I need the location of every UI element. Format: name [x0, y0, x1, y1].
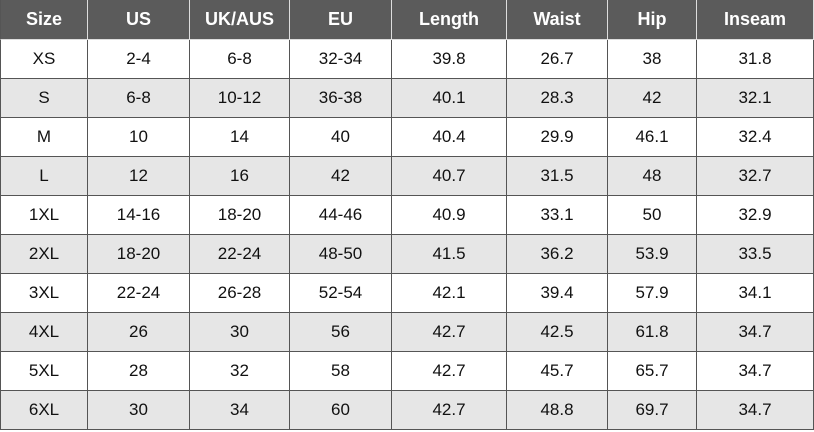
table-cell: 32.4 — [697, 118, 814, 157]
header-cell: Size — [0, 0, 88, 40]
header-cell: Length — [392, 0, 507, 40]
table-cell: 5XL — [0, 352, 88, 391]
table-cell: 2-4 — [88, 40, 190, 79]
table-cell: 39.4 — [507, 274, 608, 313]
table-cell: 33.1 — [507, 196, 608, 235]
table-cell: 34.7 — [697, 352, 814, 391]
header-cell: UK/AUS — [190, 0, 290, 40]
table-cell: 40.9 — [392, 196, 507, 235]
table-cell: 46.1 — [608, 118, 697, 157]
table-cell: XS — [0, 40, 88, 79]
table-cell: 34.7 — [697, 313, 814, 352]
table-cell: 22-24 — [88, 274, 190, 313]
table-cell: 30 — [190, 313, 290, 352]
table-cell: 38 — [608, 40, 697, 79]
table-cell: 61.8 — [608, 313, 697, 352]
table-cell: 1XL — [0, 196, 88, 235]
table-cell: L — [0, 157, 88, 196]
table-cell: 6XL — [0, 391, 88, 430]
table-cell: 34 — [190, 391, 290, 430]
table-cell: 32 — [190, 352, 290, 391]
table-cell: 22-24 — [190, 235, 290, 274]
table-cell: 39.8 — [392, 40, 507, 79]
table-cell: 42.7 — [392, 352, 507, 391]
table-cell: 18-20 — [88, 235, 190, 274]
table-cell: 42.1 — [392, 274, 507, 313]
header-cell: EU — [290, 0, 392, 40]
table-cell: 40 — [290, 118, 392, 157]
table-cell: 40.4 — [392, 118, 507, 157]
table-cell: 32.1 — [697, 79, 814, 118]
table-cell: 42 — [290, 157, 392, 196]
table-cell: 2XL — [0, 235, 88, 274]
table-cell: 10-12 — [190, 79, 290, 118]
table-cell: 44-46 — [290, 196, 392, 235]
table-cell: 6-8 — [88, 79, 190, 118]
table-cell: 30 — [88, 391, 190, 430]
table-cell: 26 — [88, 313, 190, 352]
table-cell: 33.5 — [697, 235, 814, 274]
table-cell: 41.5 — [392, 235, 507, 274]
table-cell: 69.7 — [608, 391, 697, 430]
table-cell: 36-38 — [290, 79, 392, 118]
table-cell: 42.7 — [392, 313, 507, 352]
table-cell: 32.7 — [697, 157, 814, 196]
table-cell: 40.7 — [392, 157, 507, 196]
table-cell: 48.8 — [507, 391, 608, 430]
table-cell: 14-16 — [88, 196, 190, 235]
table-cell: M — [0, 118, 88, 157]
table-cell: 42.7 — [392, 391, 507, 430]
table-cell: 57.9 — [608, 274, 697, 313]
table-cell: 52-54 — [290, 274, 392, 313]
table-cell: 31.5 — [507, 157, 608, 196]
table-cell: 12 — [88, 157, 190, 196]
table-cell: 28 — [88, 352, 190, 391]
header-cell: Hip — [608, 0, 697, 40]
table-cell: 26.7 — [507, 40, 608, 79]
table-cell: 29.9 — [507, 118, 608, 157]
table-cell: 42 — [608, 79, 697, 118]
table-cell: 3XL — [0, 274, 88, 313]
header-cell: Waist — [507, 0, 608, 40]
table-cell: 32.9 — [697, 196, 814, 235]
table-cell: 48 — [608, 157, 697, 196]
table-cell: 26-28 — [190, 274, 290, 313]
table-cell: 50 — [608, 196, 697, 235]
table-cell: 53.9 — [608, 235, 697, 274]
table-cell: 36.2 — [507, 235, 608, 274]
table-cell: 16 — [190, 157, 290, 196]
table-cell: 31.8 — [697, 40, 814, 79]
table-cell: 42.5 — [507, 313, 608, 352]
table-cell: 4XL — [0, 313, 88, 352]
table-cell: 6-8 — [190, 40, 290, 79]
table-cell: 56 — [290, 313, 392, 352]
table-cell: S — [0, 79, 88, 118]
table-cell: 45.7 — [507, 352, 608, 391]
table-cell: 28.3 — [507, 79, 608, 118]
table-cell: 32-34 — [290, 40, 392, 79]
table-cell: 34.7 — [697, 391, 814, 430]
header-cell: US — [88, 0, 190, 40]
table-cell: 58 — [290, 352, 392, 391]
header-cell: Inseam — [697, 0, 814, 40]
table-cell: 34.1 — [697, 274, 814, 313]
table-cell: 60 — [290, 391, 392, 430]
table-cell: 40.1 — [392, 79, 507, 118]
table-cell: 48-50 — [290, 235, 392, 274]
table-cell: 10 — [88, 118, 190, 157]
table-cell: 65.7 — [608, 352, 697, 391]
table-cell: 18-20 — [190, 196, 290, 235]
table-cell: 14 — [190, 118, 290, 157]
